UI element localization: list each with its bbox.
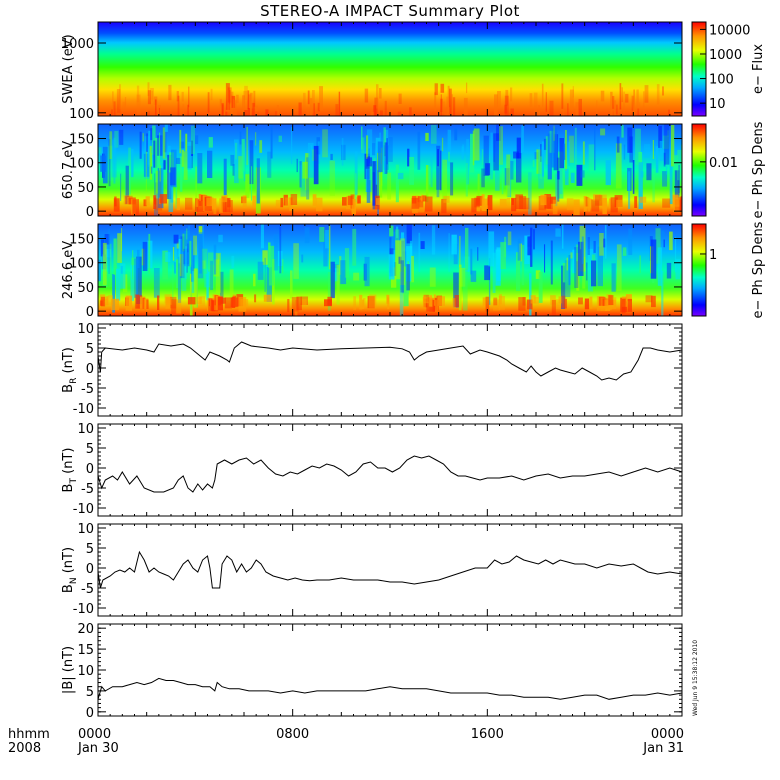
data-trace bbox=[97, 550, 683, 589]
x-tick-label: 0800 bbox=[276, 727, 309, 742]
y-tick-label: -10 bbox=[73, 602, 94, 617]
y-axis-label: 246.6 eV bbox=[61, 241, 76, 299]
panel-frame bbox=[97, 323, 683, 417]
y-axis-label: SWEA (eV) bbox=[61, 34, 76, 103]
y-axis-label: BN (nT) bbox=[61, 547, 79, 593]
colorbar-tick-label: 1 bbox=[709, 248, 717, 263]
swea-texture bbox=[111, 82, 670, 116]
pad-246-texture bbox=[98, 224, 680, 316]
y-tick-label: 5 bbox=[86, 542, 94, 557]
colorbar-tick-label: 0.01 bbox=[709, 156, 738, 171]
colorbar-tick-label: 10 bbox=[709, 97, 726, 112]
swea-spectrogram bbox=[97, 21, 683, 117]
panel-frame bbox=[97, 523, 683, 617]
y-tick-label: 0 bbox=[86, 305, 94, 320]
y-axis-label: BR (nT) bbox=[61, 347, 79, 393]
x-row-label-hhmm: hhmm bbox=[8, 727, 50, 742]
y-tick-label: 10 bbox=[77, 422, 94, 437]
y-tick-label: 5 bbox=[86, 442, 94, 457]
x-tick-date-label: Jan 30 bbox=[77, 741, 119, 756]
y-tick-label: -5 bbox=[81, 382, 94, 397]
chart-title: STEREO-A IMPACT Summary Plot bbox=[260, 2, 520, 20]
x-tick-label: 0000 bbox=[78, 727, 111, 742]
y-tick-label: 50 bbox=[77, 181, 94, 196]
panel-frame bbox=[97, 623, 683, 717]
timestamp-stamp: Wed Jun 9 15:38:12 2010 bbox=[692, 639, 699, 716]
y-tick-label: 5 bbox=[86, 342, 94, 357]
data-trace bbox=[97, 341, 683, 381]
y-tick-label: 0 bbox=[86, 362, 94, 377]
y-tick-label: 100 bbox=[69, 157, 94, 172]
y-axis-label: BT (nT) bbox=[61, 448, 79, 493]
y-tick-label: 5 bbox=[86, 685, 94, 700]
colorbar-tick-label: 1000 bbox=[709, 48, 742, 63]
y-tick-label: 150 bbox=[69, 233, 94, 248]
x-row-label-year: 2008 bbox=[8, 741, 42, 756]
y-tick-label: -5 bbox=[81, 582, 94, 597]
y-tick-label: 15 bbox=[77, 643, 94, 658]
y-axis-label: 650.7 eV bbox=[61, 141, 76, 199]
y-tick-label: 0 bbox=[86, 462, 94, 477]
y-tick-label: 100 bbox=[69, 107, 94, 122]
data-trace bbox=[97, 677, 683, 700]
pad-650-spectrogram bbox=[97, 123, 683, 217]
y-tick-label: 50 bbox=[77, 281, 94, 296]
y-tick-label: 0 bbox=[86, 205, 94, 220]
data-trace bbox=[97, 455, 683, 493]
panel-frame bbox=[97, 423, 683, 517]
y-tick-label: -10 bbox=[73, 502, 94, 517]
y-tick-label: 1000 bbox=[61, 37, 94, 52]
y-tick-label: -10 bbox=[73, 402, 94, 417]
colorbar-label: e− Flux bbox=[751, 44, 766, 94]
y-tick-label: 10 bbox=[77, 664, 94, 679]
y-axis-label: |B| (nT) bbox=[61, 646, 76, 694]
x-tick-date-label: Jan 31 bbox=[642, 741, 684, 756]
y-tick-label: -5 bbox=[81, 482, 94, 497]
x-tick-label: 1600 bbox=[471, 727, 504, 742]
x-tick-label: 0000 bbox=[651, 727, 684, 742]
flux-colorbar bbox=[691, 21, 707, 117]
pad-246-colorbar bbox=[691, 223, 707, 317]
colorbar-label: e− Ph Sp Dens bbox=[751, 121, 766, 218]
pad-246-spectrogram bbox=[97, 223, 683, 317]
y-tick-label: 10 bbox=[77, 322, 94, 337]
y-tick-label: 0 bbox=[86, 562, 94, 577]
y-tick-label: 150 bbox=[69, 133, 94, 148]
y-tick-label: 20 bbox=[77, 622, 94, 637]
y-tick-label: 10 bbox=[77, 522, 94, 537]
pad-650-colorbar bbox=[691, 123, 707, 217]
y-tick-label: 0 bbox=[86, 706, 94, 721]
y-tick-label: 100 bbox=[69, 257, 94, 272]
colorbar-tick-label: 100 bbox=[709, 73, 734, 88]
colorbar-tick-label: 10000 bbox=[709, 23, 750, 38]
pad-650-texture bbox=[98, 124, 682, 216]
colorbar-label: e− Ph Sp Dens bbox=[751, 221, 766, 318]
